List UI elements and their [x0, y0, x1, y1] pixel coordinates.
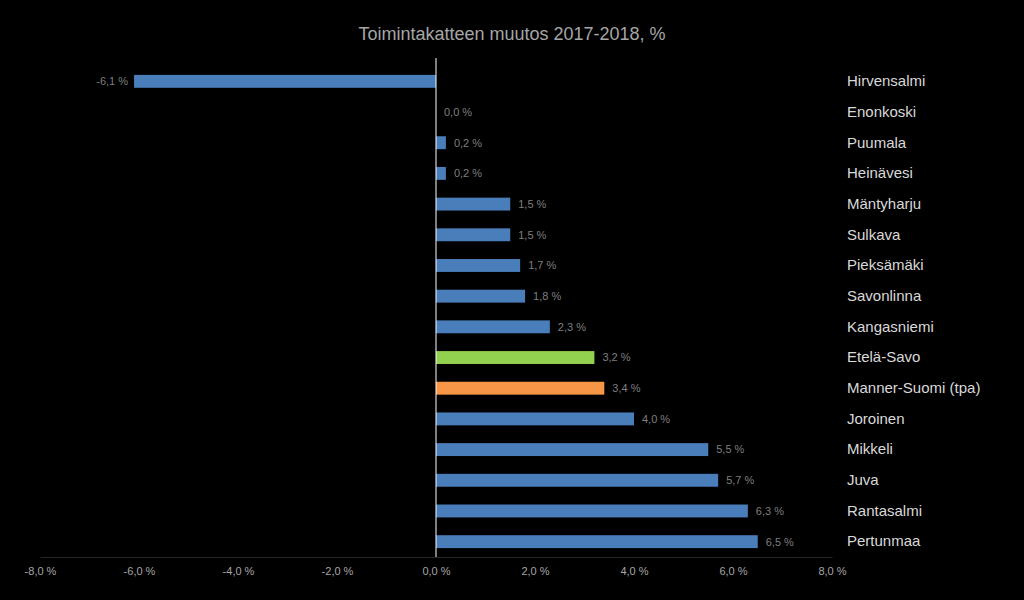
category-tick: Manner-Suomi (tpa) [847, 379, 980, 396]
bar [436, 351, 594, 364]
x-tick: 8,0 % [818, 557, 846, 577]
bar [436, 290, 525, 303]
data-label: 1,5 % [518, 229, 546, 241]
data-label: 6,3 % [756, 505, 784, 517]
category-label: Pertunmaa [847, 532, 921, 549]
bar [436, 474, 718, 487]
data-label: 0,2 % [454, 167, 482, 179]
category-label: Rantasalmi [847, 502, 922, 519]
x-tick-label: -4,0 % [223, 565, 255, 577]
category-tick: Pertunmaa [847, 532, 921, 549]
data-label: 4,0 % [642, 413, 670, 425]
category-label: Mäntyharju [847, 195, 921, 212]
category-label: Enonkoski [847, 103, 916, 120]
category-tick: Etelä-Savo [847, 348, 920, 365]
category-label: Mikkeli [847, 440, 893, 457]
x-tick-label: 2,0 % [521, 565, 549, 577]
x-axis: -8,0 % -6,0 % -4,0 % -2,0 % 0,0 % 2,0 % 4,0 % 6… [25, 557, 847, 577]
category-label: Kangasniemi [847, 318, 934, 335]
category-label: Manner-Suomi (tpa) [847, 379, 980, 396]
category-tick: Savonlinna [847, 287, 922, 304]
x-tick: 2,0 % [521, 557, 549, 577]
x-tick: 6,0 % [719, 557, 747, 577]
data-label: 0,0 % [444, 106, 472, 118]
category-label: Etelä-Savo [847, 348, 920, 365]
category-tick: Puumala [847, 134, 907, 151]
x-tick: -8,0 % [25, 557, 57, 577]
bar [436, 535, 758, 548]
x-tick-label: -2,0 % [322, 565, 354, 577]
bar [436, 320, 550, 333]
data-label: 2,3 % [558, 321, 586, 333]
data-label: 1,8 % [533, 290, 561, 302]
category-tick: Rantasalmi [847, 502, 922, 519]
x-tick: -6,0 % [124, 557, 156, 577]
category-tick: Juva [847, 471, 879, 488]
category-label: Joroinen [847, 410, 905, 427]
category-tick: Kangasniemi [847, 318, 934, 335]
data-label: 6,5 % [766, 536, 794, 548]
chart: Toimintakatteen muutos 2017-2018, % -8,0 … [0, 0, 1024, 600]
category-tick: Mikkeli [847, 440, 893, 457]
x-tick: 0,0 % [422, 557, 450, 577]
data-label: 0,2 % [454, 137, 482, 149]
category-label: Juva [847, 471, 879, 488]
category-tick: Enonkoski [847, 103, 916, 120]
x-tick-label: 8,0 % [818, 565, 846, 577]
category-tick: Joroinen [847, 410, 905, 427]
x-tick-label: -8,0 % [25, 565, 57, 577]
data-label: 5,5 % [716, 443, 744, 455]
category-axis: Hirvensalmi Enonkoski Puumala Heinävesi Mänt… [847, 72, 980, 549]
data-label: 1,7 % [528, 259, 556, 271]
bar [436, 443, 708, 456]
category-tick: Sulkava [847, 226, 901, 243]
bar [436, 382, 604, 395]
bar [436, 136, 446, 149]
x-tick: -4,0 % [223, 557, 255, 577]
x-tick-label: 4,0 % [620, 565, 648, 577]
category-tick: Heinävesi [847, 164, 913, 181]
bar [134, 75, 436, 88]
x-axis-line [41, 557, 833, 558]
bar [436, 412, 634, 425]
x-tick-label: 6,0 % [719, 565, 747, 577]
data-label: 3,4 % [612, 382, 640, 394]
category-tick: Hirvensalmi [847, 72, 925, 89]
data-label: 1,5 % [518, 198, 546, 210]
x-tick: 4,0 % [620, 557, 648, 577]
bar [436, 259, 520, 272]
data-label: 3,2 % [602, 351, 630, 363]
bar [436, 505, 748, 518]
x-tick-label: 0,0 % [422, 565, 450, 577]
data-label: 5,7 % [726, 474, 754, 486]
category-label: Hirvensalmi [847, 72, 925, 89]
category-label: Pieksämäki [847, 256, 924, 273]
zero-line [436, 58, 437, 557]
category-label: Puumala [847, 134, 907, 151]
chart-title: Toimintakatteen muutos 2017-2018, % [358, 24, 665, 44]
background [0, 0, 1024, 600]
data-label: -6,1 % [96, 75, 128, 87]
category-label: Savonlinna [847, 287, 922, 304]
category-tick: Mäntyharju [847, 195, 921, 212]
category-tick: Pieksämäki [847, 256, 924, 273]
x-tick-label: -6,0 % [124, 565, 156, 577]
bar [436, 198, 510, 211]
data-labels: -6,1 % 0,0 % 0,2 % 0,2 % 1,5 % 1,5 % 1,7 % 1,8 … [96, 75, 794, 547]
category-label: Sulkava [847, 226, 901, 243]
x-tick: -2,0 % [322, 557, 354, 577]
bars [134, 75, 758, 548]
bar [436, 167, 446, 180]
bar [436, 228, 510, 241]
category-label: Heinävesi [847, 164, 913, 181]
